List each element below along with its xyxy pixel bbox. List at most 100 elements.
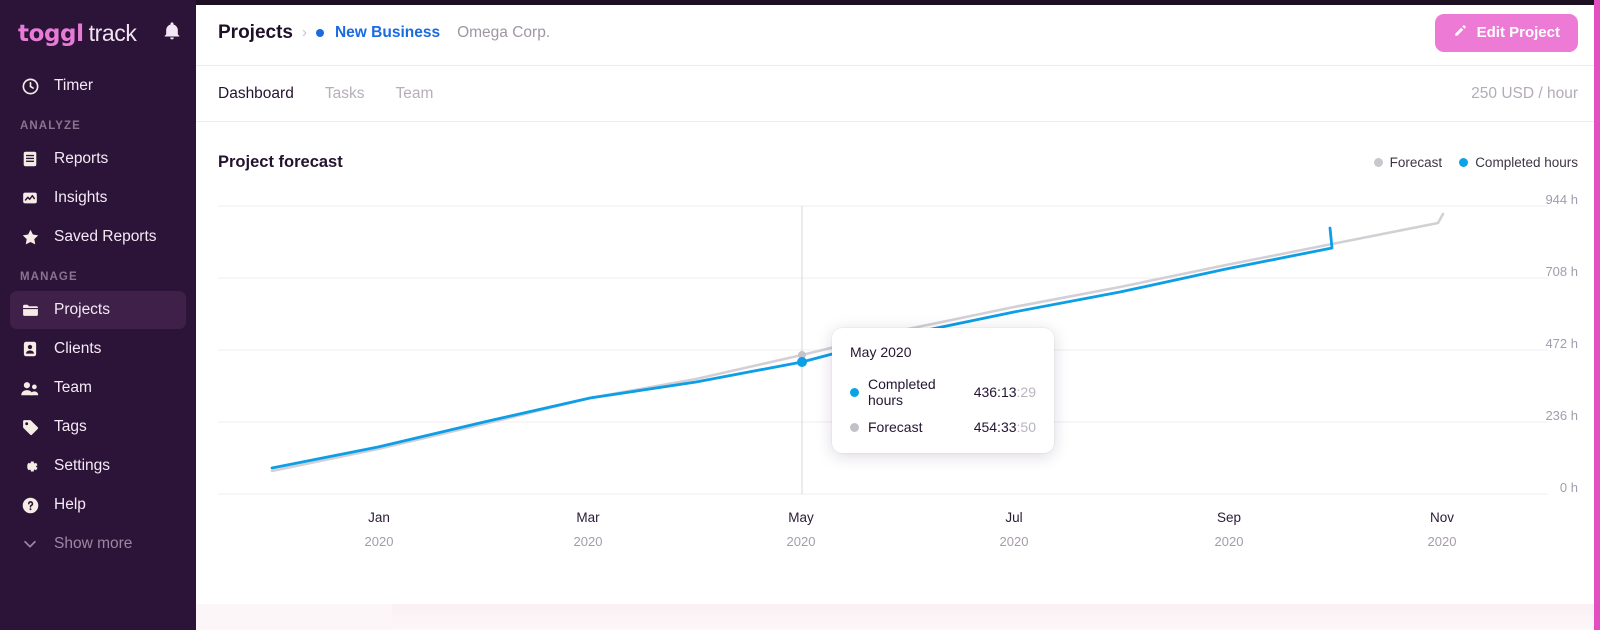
breadcrumb-client-name: Omega Corp. <box>457 23 551 41</box>
sidebar-item-projects[interactable]: Projects <box>10 291 186 329</box>
sidebar-section-manage-label: MANAGE <box>20 271 78 283</box>
y-axis-label-472: 472 h <box>1545 336 1578 351</box>
sidebar-item-label: Clients <box>54 340 102 357</box>
brand-header: toggl track <box>0 0 196 66</box>
question-circle-icon <box>20 495 40 515</box>
chart-title: Project forecast <box>218 152 343 171</box>
legend-dot-completed-hours <box>1459 157 1469 167</box>
tab-dashboard[interactable]: Dashboard <box>218 84 294 102</box>
tab-team[interactable]: Team <box>395 84 434 102</box>
sidebar-item-label: Projects <box>54 301 110 318</box>
x-axis-tick-may: May 2020 <box>756 510 846 549</box>
tooltip-value-seconds: :50 <box>1016 419 1036 435</box>
topbar: Projects › New Business Omega Corp. Edit… <box>196 0 1600 66</box>
y-axis-label-236: 236 h <box>1545 408 1578 423</box>
gridlines <box>218 205 1548 495</box>
main-content: Projects › New Business Omega Corp. Edit… <box>196 0 1600 630</box>
report-icon <box>20 149 40 169</box>
legend-label-completed-hours: Completed hours <box>1475 154 1578 170</box>
chart-header: Project forecast Forecast Completed hour… <box>218 142 1578 182</box>
sidebar-item-label: Show more <box>54 535 133 552</box>
page-card: Projects › New Business Omega Corp. Edit… <box>196 0 1600 604</box>
person-card-icon <box>20 339 40 359</box>
sidebar-item-timer[interactable]: Timer <box>10 67 186 105</box>
sidebar-section-analyze-label: ANALYZE <box>20 120 81 132</box>
x-tick-year: 2020 <box>573 534 603 549</box>
chart-tooltip: May 2020 Completed hours 436:13:29 Forec… <box>832 328 1054 453</box>
x-tick-month: Mar <box>576 510 600 525</box>
tag-icon <box>20 417 40 437</box>
tab-tasks[interactable]: Tasks <box>324 84 365 102</box>
project-color-dot <box>315 28 324 37</box>
legend-item-forecast[interactable]: Forecast <box>1373 155 1442 170</box>
tooltip-value-completed-hours: 436:13:29 <box>974 384 1036 400</box>
edit-project-button[interactable]: Edit Project <box>1434 13 1578 52</box>
sidebar-item-show-more[interactable]: Show more <box>10 525 186 563</box>
tooltip-value-seconds: :29 <box>1016 384 1036 400</box>
folder-icon <box>20 300 40 320</box>
x-tick-month: May <box>788 510 814 525</box>
sidebar-item-team[interactable]: Team <box>10 369 186 407</box>
datapoint-completed-may <box>797 357 807 367</box>
breadcrumb-projects[interactable]: Projects <box>218 21 293 43</box>
x-tick-year: 2020 <box>786 534 816 549</box>
datapoint-forecast-may <box>798 351 806 359</box>
pencil-icon <box>1453 23 1468 42</box>
bell-icon[interactable] <box>162 21 182 46</box>
legend-item-completed-hours[interactable]: Completed hours <box>1459 155 1578 170</box>
x-tick-month: Jul <box>1005 510 1023 525</box>
sidebar-item-tags[interactable]: Tags <box>10 408 186 446</box>
breadcrumb-project-name[interactable]: New Business <box>334 23 441 41</box>
y-axis-label-944: 944 h <box>1545 192 1578 207</box>
chevron-down-icon <box>20 534 40 554</box>
sidebar-item-label: Settings <box>54 457 111 474</box>
tooltip-dot-forecast <box>850 422 859 432</box>
x-tick-year: 2020 <box>999 534 1029 549</box>
sidebar-item-label: Help <box>54 496 86 513</box>
sidebar-item-reports[interactable]: Reports <box>10 140 186 178</box>
sidebar-item-label: Tags <box>54 418 87 435</box>
tooltip-value-main: 436:13 <box>973 384 1017 400</box>
tooltip-dot-completed-hours <box>850 387 859 397</box>
sidebar-item-insights[interactable]: Insights <box>10 179 186 217</box>
forecast-plot: 944 h 708 h 472 h 236 h 0 h Jan 2020 Mar… <box>218 188 1578 568</box>
chart-legend: Forecast Completed hours <box>1373 155 1578 170</box>
people-icon <box>20 378 40 398</box>
page-bottom-background <box>392 604 1600 630</box>
sidebar-item-help[interactable]: Help <box>10 486 186 524</box>
sidebar-item-label: Team <box>54 379 92 396</box>
breadcrumb-separator-icon: › <box>301 24 307 41</box>
x-tick-year: 2020 <box>1214 534 1244 549</box>
sidebar-item-settings[interactable]: Settings <box>10 447 186 485</box>
edit-project-label: Edit Project <box>1476 24 1560 41</box>
insights-icon <box>20 188 40 208</box>
breadcrumb: Projects › New Business Omega Corp. <box>218 22 550 44</box>
sidebar-item-label: Timer <box>54 77 94 94</box>
x-axis-tick-nov: Nov 2020 <box>1397 510 1487 549</box>
x-tick-year: 2020 <box>364 534 394 549</box>
logo-toggl-text: toggl <box>18 20 84 47</box>
clock-icon <box>20 76 40 96</box>
tooltip-row-completed-hours: Completed hours 436:13:29 <box>850 376 1036 408</box>
y-axis-label-0: 0 h <box>1559 480 1578 495</box>
sidebar-item-clients[interactable]: Clients <box>10 330 186 368</box>
toggl-track-logo[interactable]: toggl track <box>18 20 137 47</box>
x-tick-year: 2020 <box>1427 534 1457 549</box>
tooltip-value-forecast: 454:33:50 <box>974 419 1036 435</box>
legend-dot-forecast <box>1373 157 1383 167</box>
sidebar: toggl track Timer ANALYZE Reports Insight… <box>0 0 196 630</box>
tooltip-row-forecast: Forecast 454:33:50 <box>850 419 1036 435</box>
sidebar-item-label: Saved Reports <box>54 228 157 245</box>
tabbar: Dashboard Tasks Team 250 USD / hour <box>196 66 1600 122</box>
sidebar-item-label: Reports <box>54 150 109 167</box>
tooltip-label-forecast: Forecast <box>868 419 923 435</box>
window-right-accent-strip <box>1594 0 1600 630</box>
star-icon <box>20 227 40 247</box>
tooltip-label-completed-hours: Completed hours <box>868 376 936 408</box>
project-forecast-card: Project forecast Forecast Completed hour… <box>196 122 1600 568</box>
window-top-edge <box>196 0 1600 5</box>
x-tick-month: Jan <box>368 510 390 525</box>
x-tick-month: Sep <box>1216 510 1242 525</box>
sidebar-item-saved-reports[interactable]: Saved Reports <box>10 218 186 256</box>
